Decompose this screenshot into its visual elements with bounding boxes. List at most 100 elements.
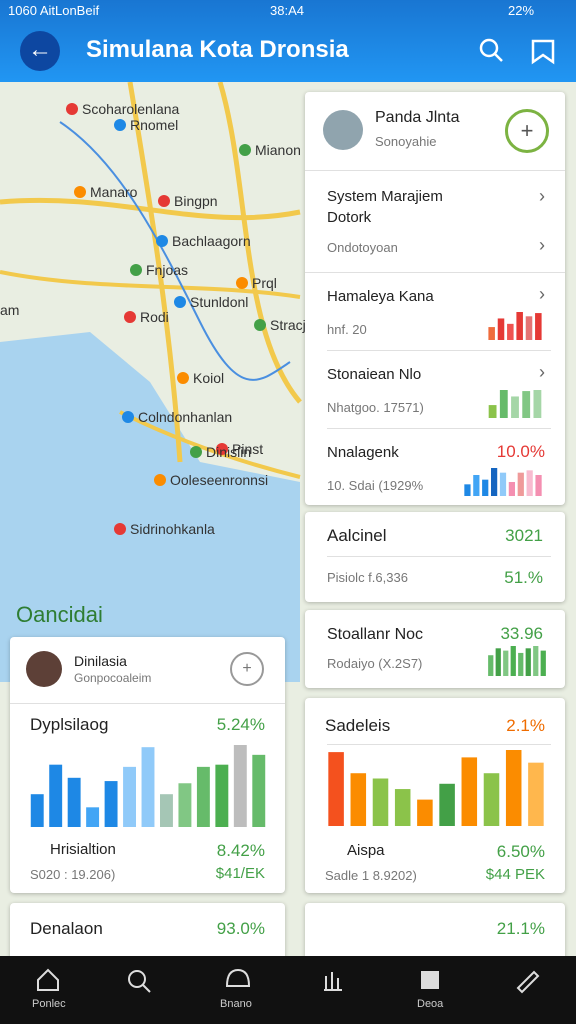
stats-card[interactable]: Denalaon 93.0% — [10, 903, 285, 963]
stat-title: Stonaiean Nlo — [327, 366, 422, 383]
map-label: Prql — [252, 275, 277, 291]
bar — [86, 807, 100, 827]
card-title: Aalcinel — [327, 526, 387, 545]
bar — [123, 766, 136, 827]
map-label: Scoharolenlana — [82, 101, 180, 117]
chevron: › — [539, 284, 545, 304]
footer-value: 8.42% — [216, 841, 265, 860]
map-label: Mianon — [255, 142, 301, 158]
map-label: Fnjoas — [146, 262, 188, 278]
map-pin — [254, 319, 266, 331]
menu-item[interactable]: Ondotoyoan — [327, 240, 398, 255]
bar — [488, 327, 495, 340]
bar — [491, 468, 498, 496]
bar — [517, 472, 524, 496]
bar — [525, 648, 531, 676]
map-label: Rnomel — [130, 117, 178, 133]
info-panel: Panda Jlnta Sonoyahie + System Marajiem … — [305, 92, 565, 505]
bar — [394, 789, 411, 826]
map-pin — [156, 235, 168, 247]
bar — [499, 390, 508, 418]
stats-card[interactable]: 21.1% — [305, 903, 565, 963]
bar — [49, 764, 63, 827]
summary-card[interactable]: Aalcinel 3021 Pisiolc f.6,336 51.% — [305, 512, 565, 602]
bar — [252, 754, 266, 827]
bar — [540, 650, 546, 676]
bottom-nav: Ponlec Bnano Deoa — [0, 956, 576, 1024]
back-button[interactable]: ← — [20, 31, 60, 71]
chart-title: Sadeleis — [325, 716, 391, 735]
map-pin — [124, 311, 136, 323]
stat-detail: hnf. 20 — [327, 322, 367, 337]
water — [0, 332, 300, 682]
map-pin — [177, 372, 189, 384]
nav-icons — [37, 968, 540, 994]
menu-item[interactable]: System Marajiem Dotork — [327, 188, 443, 226]
card-value: 33.96 — [500, 624, 543, 643]
chart-value: 2.1% — [506, 716, 545, 735]
bar-chart — [30, 745, 266, 827]
divider — [305, 170, 565, 171]
card-value: 93.0% — [216, 919, 265, 938]
map-label: Ooleseenronnsi — [170, 472, 268, 488]
add-button[interactable]: + — [505, 109, 549, 153]
bar — [522, 391, 531, 418]
road — [217, 82, 302, 404]
map-label: am — [0, 302, 19, 318]
stat-detail: 10. Sdai (1929% — [327, 478, 424, 493]
bar — [215, 764, 229, 827]
bar — [196, 766, 210, 827]
divider — [327, 556, 551, 557]
bar — [488, 405, 497, 418]
chevron: › — [539, 186, 545, 206]
bar — [461, 757, 478, 826]
map-label: Koiol — [193, 370, 224, 386]
map-pin — [74, 186, 86, 198]
map-label: Sidrinohkanla — [130, 521, 215, 537]
mini-chart — [488, 312, 542, 340]
summary-card[interactable]: Stoallanr Noc 33.96 Rodaiyo (X.2S7) — [305, 610, 565, 688]
bar — [526, 470, 533, 496]
chevron: › — [539, 235, 545, 255]
stat-detail: Nhatgoo. 17571) — [327, 400, 424, 415]
map-label: Bingpn — [174, 193, 218, 209]
map-pin — [154, 474, 166, 486]
chevron: › — [539, 362, 545, 382]
map-label: Dinislin — [206, 444, 251, 460]
road — [0, 270, 301, 299]
map-pin — [158, 195, 170, 207]
card-value: 21.1% — [496, 919, 545, 938]
stats-card[interactable]: Dinilasia Gonpocoaleim + Dyplsilaog 5.24… — [10, 637, 285, 893]
nav-label[interactable]: Deoa — [417, 998, 444, 1010]
stats-card[interactable]: Sadeleis 2.1% Aispa 6.50% Sadle 1 8.9202… — [305, 698, 565, 893]
profile-subtitle: Sonoyahie — [375, 134, 437, 149]
bar — [141, 747, 155, 827]
road — [127, 82, 183, 463]
divider — [327, 350, 551, 351]
map-pin — [114, 523, 126, 535]
mini-chart — [464, 468, 542, 496]
bar — [473, 475, 480, 496]
nav-label[interactable]: Ponlec — [32, 998, 66, 1010]
add-button[interactable]: + — [230, 652, 264, 686]
map-pin — [114, 119, 126, 131]
card-detail: Pisiolc f.6,336 — [327, 570, 408, 585]
map-label: Pinst — [232, 441, 263, 457]
bar — [508, 482, 515, 496]
footer-detail: S020 : 19.206) — [30, 867, 116, 882]
map-label: Colndonhanlan — [138, 409, 232, 425]
river — [59, 121, 291, 381]
card-value: 51.% — [504, 568, 543, 587]
card-name: Dinilasia — [74, 653, 127, 669]
bar — [535, 313, 542, 340]
bar — [160, 794, 173, 827]
card-title: Stoallanr Noc — [327, 626, 424, 643]
mini-chart — [488, 646, 546, 676]
nav-label[interactable]: Bnano — [220, 998, 252, 1010]
bar — [495, 648, 501, 676]
map-label: Bachlaagorn — [172, 233, 251, 249]
chart-title: Dyplsilaog — [30, 715, 109, 734]
header-icons[interactable] — [478, 37, 558, 65]
road — [0, 197, 301, 221]
